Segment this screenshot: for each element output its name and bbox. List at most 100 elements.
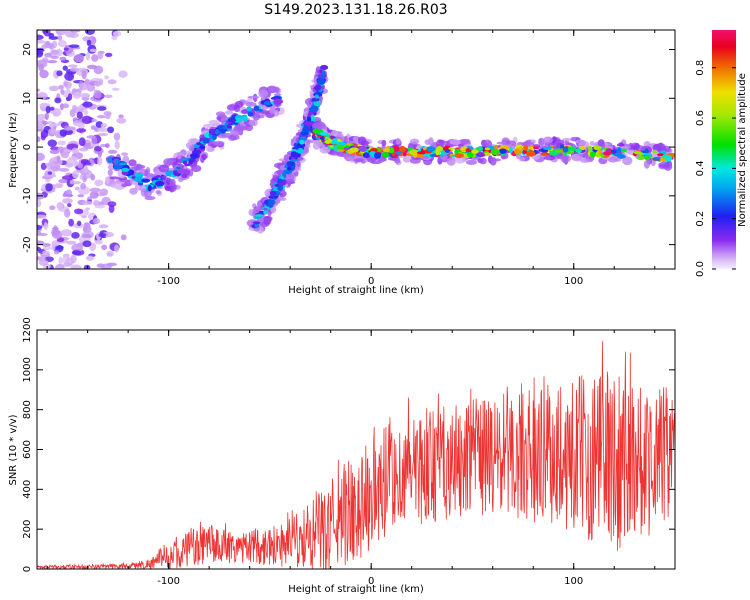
spectrogram-blob — [94, 204, 106, 209]
spectrogram-blob — [107, 149, 118, 154]
spectrogram-blob — [77, 162, 84, 169]
spectrogram-blob — [37, 136, 41, 143]
spectrogram-blob — [54, 183, 64, 189]
spectrogram-blob — [564, 140, 570, 144]
spectrogram-blob — [42, 243, 51, 248]
spectrogram-blob — [643, 160, 650, 169]
spectrogram-blob — [311, 97, 320, 102]
spectrogram-blob — [652, 157, 662, 161]
spectrogram-blob — [54, 263, 65, 269]
spectrogram-blob — [72, 170, 79, 179]
spectrogram-blob — [248, 119, 255, 126]
y-tick-label: 800 — [22, 400, 33, 419]
y-tick-label: 0 — [22, 144, 33, 150]
spectrogram-blob — [402, 155, 411, 163]
snr-background — [37, 330, 675, 569]
spectrogram-blob — [53, 250, 60, 255]
spectrogram-blob — [267, 199, 276, 206]
spectrogram-blob — [50, 55, 59, 59]
spectrogram-blob — [258, 108, 264, 112]
x-tick-label: -100 — [157, 276, 180, 287]
spectrogram-blob — [82, 101, 93, 108]
spectrogram-blob — [42, 250, 50, 256]
spectrogram-blob — [245, 102, 257, 107]
spectrogram-blob — [399, 146, 406, 153]
spectrogram-blob — [37, 224, 43, 230]
spectrogram-blob — [147, 184, 152, 192]
spectrogram-blob — [83, 110, 89, 115]
spectrogram-blob — [60, 229, 73, 237]
spectrogram-blob — [634, 143, 640, 151]
spectrogram-blob — [76, 111, 83, 120]
spectrogram-blob — [82, 175, 87, 183]
spectrogram-blob — [107, 126, 115, 134]
spectrogram-blob — [67, 64, 78, 68]
spectrogram-blob — [349, 147, 359, 153]
spectrogram-blob — [48, 85, 59, 92]
spectrogram-blob — [37, 39, 46, 44]
snr-x-label: Height of straight line (km) — [288, 584, 424, 595]
spectrogram-blob — [336, 145, 345, 150]
spectrogram-blob — [465, 159, 478, 165]
spectrogram-blob — [62, 198, 73, 204]
spectrogram-blob — [129, 187, 138, 195]
spectrogram-blob — [99, 188, 109, 196]
spectrogram-blob — [81, 115, 92, 125]
figure-title: S149.2023.131.18.26.R03 — [264, 2, 447, 18]
y-tick-label: 1200 — [22, 317, 33, 342]
spectrogram-blob — [56, 155, 61, 163]
spectrogram-blob — [38, 63, 45, 72]
spectrogram-blob — [247, 95, 260, 99]
spectrogram-blob — [314, 94, 319, 99]
spectrogram-blob — [119, 162, 127, 166]
spectrogram-blob — [246, 106, 252, 112]
spectrogram-blob — [80, 159, 89, 164]
y-tick-label: -10 — [22, 188, 33, 204]
spectrogram-blob — [103, 111, 112, 116]
spectrogram-blob — [111, 87, 120, 91]
spectrogram-blob — [435, 149, 440, 156]
spectrogram-blob — [387, 157, 394, 161]
spectrogram-blob — [95, 90, 102, 99]
spectrogram-blob — [112, 30, 122, 37]
spectrogram-blob — [324, 139, 332, 144]
spectrogram-blob — [67, 203, 72, 208]
spectrogram-blob — [83, 264, 91, 269]
spectrogram-blob — [45, 105, 51, 114]
spectrogram-blob — [593, 145, 600, 151]
spectrogram-blob — [208, 119, 220, 126]
spectrogram-blob — [97, 127, 110, 133]
spectrogram-blob — [50, 49, 60, 55]
spectrogram-blob — [98, 224, 109, 229]
spectrogram-blob — [71, 147, 79, 154]
spectrogram-blob — [494, 144, 499, 151]
spectrogram-blob — [353, 158, 365, 163]
spectrogram-blob — [263, 210, 269, 215]
y-tick-label: 400 — [22, 480, 33, 499]
spectrogram-blob — [228, 134, 240, 141]
colorbar-tick-label: 0.4 — [695, 160, 706, 176]
spectrogram-blob — [60, 151, 70, 159]
colorbar-tick-label: 0.0 — [695, 261, 706, 277]
spectrogram-blob — [71, 231, 80, 239]
spectrogram-blob — [208, 128, 217, 135]
spectrogram-blob — [299, 139, 305, 145]
spectrogram-blob — [412, 152, 418, 158]
spectrogram-blob — [286, 178, 295, 183]
spectrogram-blob — [59, 56, 67, 61]
spectrogram-blob — [86, 84, 96, 92]
colorbar-tick-label: 0.6 — [695, 110, 706, 126]
spectrogram-blob — [304, 145, 310, 154]
spectrogram-blob — [264, 200, 269, 205]
y-tick-label: -20 — [22, 236, 33, 252]
spectrogram-blob — [664, 155, 673, 162]
spectrogram-blob — [104, 176, 111, 184]
spectrogram-blob — [69, 67, 80, 72]
spectrogram-blob — [96, 115, 106, 119]
spectrogram-blob — [212, 135, 217, 140]
spectrogram-blob — [57, 40, 67, 48]
spectrogram-blob — [277, 178, 283, 183]
spectrogram-blob — [253, 105, 260, 112]
